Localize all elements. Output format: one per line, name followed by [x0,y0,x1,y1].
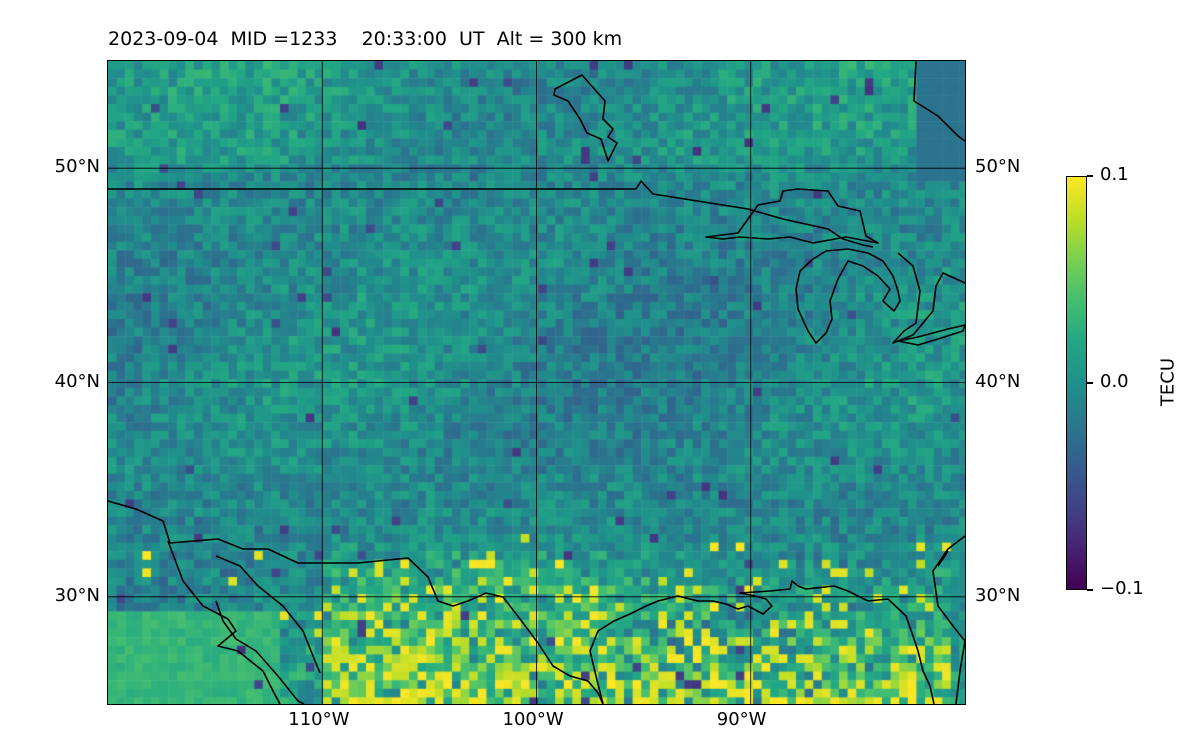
gulf-california-coast [215,555,321,674]
lon-label: 90°W [716,709,767,730]
lon-label: 100°W [502,709,564,730]
map-overlay [108,61,965,704]
lat-label-right: 40°N [975,370,1021,392]
us-mexico-border [108,500,604,704]
colorbar-tick-label: 0.0 [1100,371,1129,392]
map-title: 2023-09-04 MID =1233 20:33:00 UT Alt = 3… [108,28,623,50]
colorbar-tick-label: −0.1 [1100,578,1144,599]
colorbar-tick-label: 0.1 [1100,164,1129,185]
colorbar-label: TECU [1157,357,1179,407]
colorbar-tick [1087,589,1093,591]
colorbar [1066,176,1087,590]
colorbar-tick [1087,175,1093,177]
lake-huron [892,252,965,344]
gulf-coast [589,580,935,704]
mexico-mainland-coast [215,600,305,704]
coastlines-and-borders [108,61,965,704]
lat-label-left: 30°N [54,584,100,606]
florida-atlantic-coast [932,535,965,704]
lake-superior [705,188,879,244]
lon-label: 110°W [288,709,350,730]
lat-label-left: 50°N [54,156,100,178]
us-canada-border [108,180,874,248]
lake-michigan [795,248,901,344]
lat-label-left: 40°N [54,370,100,392]
colorbar-tick [1087,382,1093,384]
hudson-bay-coast [913,61,965,142]
mexico-east-coast [937,550,949,567]
lat-label-right: 30°N [975,584,1021,606]
baja-peninsula [167,540,281,704]
tec-map [108,61,965,704]
lake-outline-north [553,74,618,162]
lake-erie [897,324,965,346]
graticule [108,61,965,704]
lat-label-right: 50°N [975,156,1021,178]
